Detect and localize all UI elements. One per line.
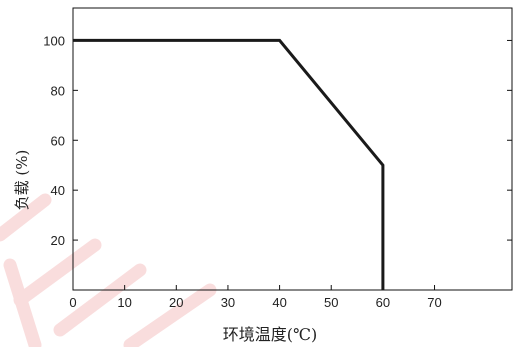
series-group xyxy=(73,38,385,290)
y-tick-label-100: 100 xyxy=(43,33,65,48)
y-axis-ticks xyxy=(73,39,512,241)
y-axis-tick-labels: 20 40 60 80 100 xyxy=(43,33,65,248)
x-tick-label-50: 50 xyxy=(324,295,338,310)
x-axis-tick-labels: 0 10 20 30 40 50 60 70 xyxy=(69,295,441,310)
watermark xyxy=(0,193,217,347)
x-tick-label-30: 30 xyxy=(221,295,235,310)
x-tick-label-10: 10 xyxy=(117,295,131,310)
x-tick-label-60: 60 xyxy=(376,295,390,310)
plot-area xyxy=(72,7,513,291)
series-line-0 xyxy=(73,38,385,290)
x-tick-label-20: 20 xyxy=(169,295,183,310)
x-tick-label-40: 40 xyxy=(272,295,286,310)
x-tick-label-70: 70 xyxy=(427,295,441,310)
y-axis-label: 负载 (%) xyxy=(13,150,31,211)
x-axis-label: 环境温度(℃) xyxy=(223,325,317,344)
y-tick-label-60: 60 xyxy=(51,133,65,148)
y-tick-label-20: 20 xyxy=(51,233,65,248)
y-tick-label-40: 40 xyxy=(51,183,65,198)
y-tick-label-80: 80 xyxy=(51,83,65,98)
x-tick-label-0: 0 xyxy=(69,295,76,310)
